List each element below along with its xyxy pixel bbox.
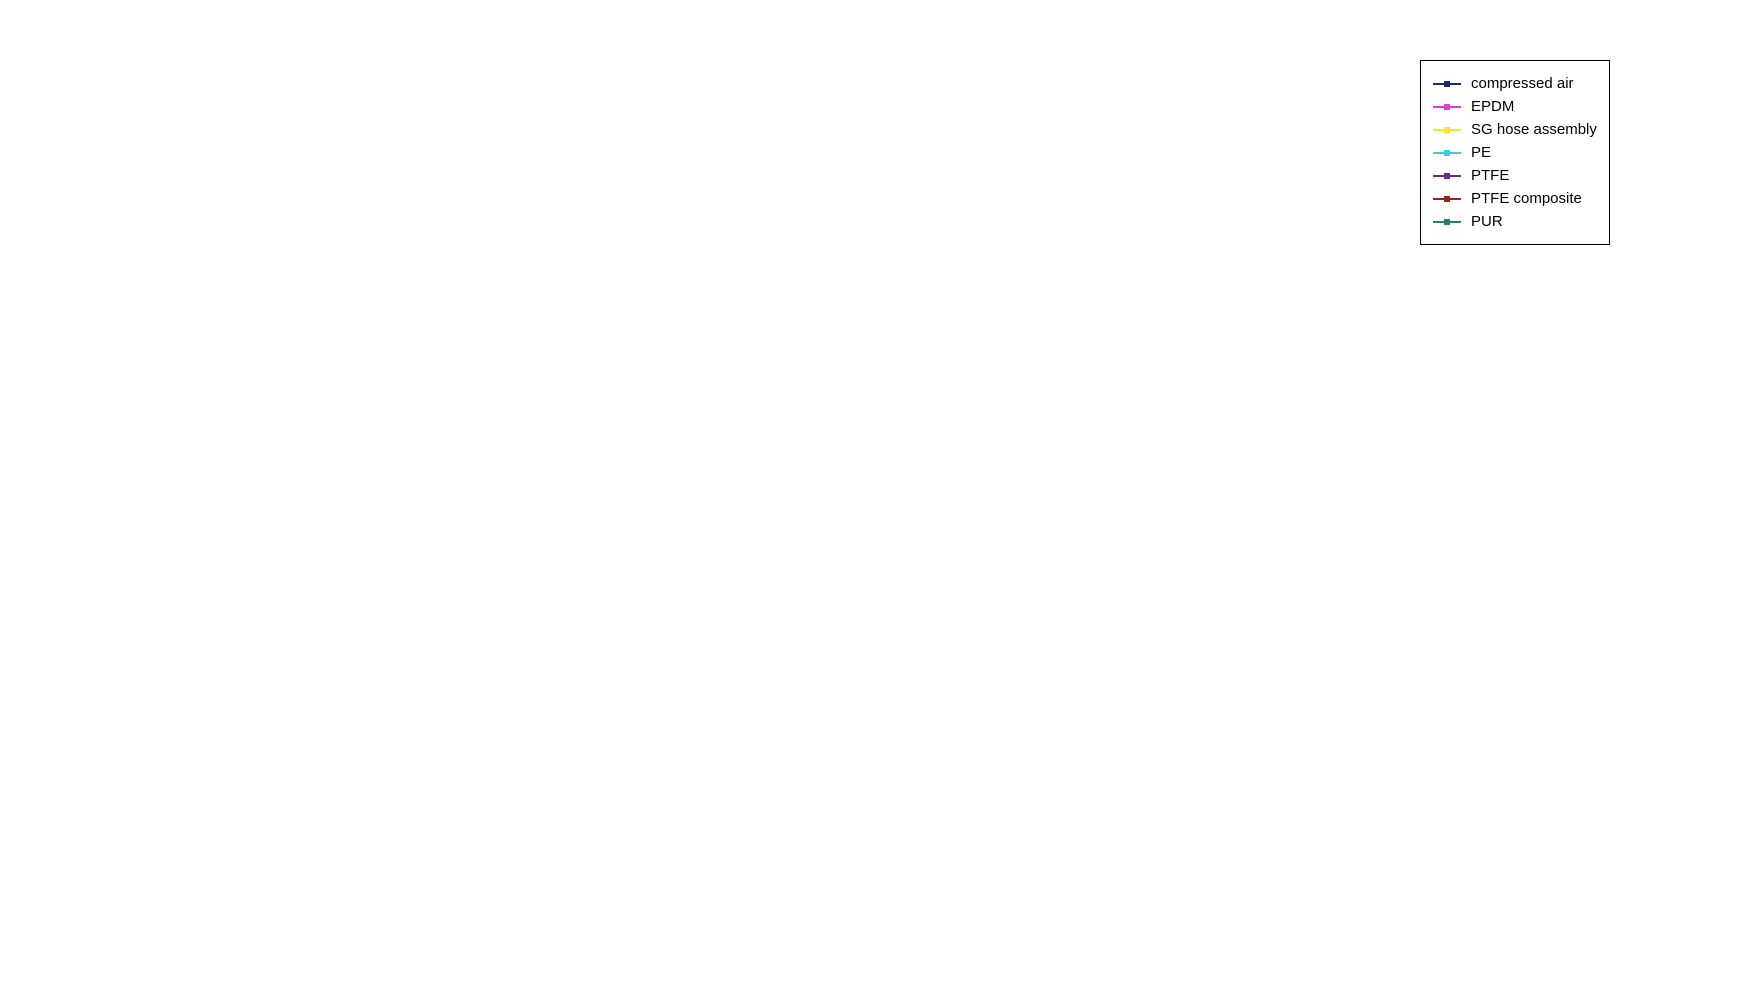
legend-marker (1444, 127, 1450, 133)
legend-item: PE (1433, 144, 1597, 161)
legend-item: compressed air (1433, 75, 1597, 92)
legend-label: compressed air (1471, 75, 1574, 92)
legend-marker (1444, 173, 1450, 179)
legend-item: PUR (1433, 213, 1597, 230)
legend-swatch (1433, 106, 1461, 108)
legend-swatch (1433, 175, 1461, 177)
series-lines (0, 0, 300, 150)
legend-label: EPDM (1471, 98, 1514, 115)
legend-swatch (1433, 129, 1461, 131)
legend-label: SG hose assembly (1471, 121, 1597, 138)
legend-label: PUR (1471, 213, 1503, 230)
legend-label: PTFE composite (1471, 190, 1582, 207)
legend-label: PE (1471, 144, 1491, 161)
legend-swatch (1433, 83, 1461, 85)
legend-label: PTFE (1471, 167, 1509, 184)
legend-item: EPDM (1433, 98, 1597, 115)
chart-container: compressed air EPDM SG hose assembly PE PTFE… (0, 0, 1750, 1000)
legend-marker (1444, 81, 1450, 87)
legend-item: SG hose assembly (1433, 121, 1597, 138)
legend-item: PTFE composite (1433, 190, 1597, 207)
legend-marker (1444, 150, 1450, 156)
legend-swatch (1433, 221, 1461, 223)
legend-marker (1444, 196, 1450, 202)
legend-item: PTFE (1433, 167, 1597, 184)
legend-marker (1444, 104, 1450, 110)
legend: compressed air EPDM SG hose assembly PE PTFE… (1420, 60, 1610, 245)
legend-swatch (1433, 198, 1461, 200)
legend-marker (1444, 219, 1450, 225)
legend-swatch (1433, 152, 1461, 154)
